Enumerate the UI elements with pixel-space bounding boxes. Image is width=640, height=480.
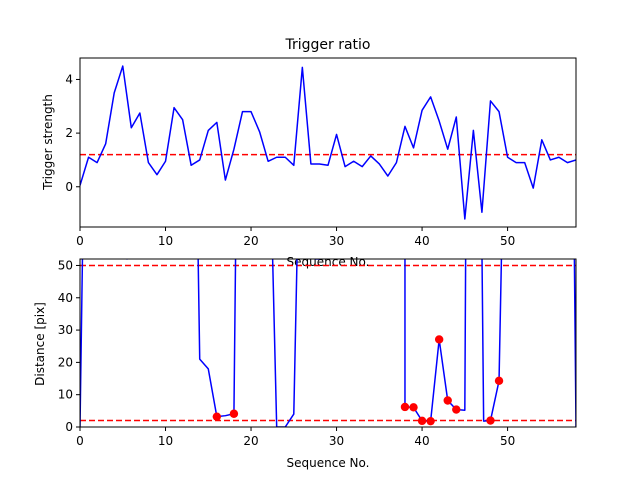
distance-panel: Sequence No. Distance [pix] 0 10 20 30 40 50 0…	[33, 258, 577, 470]
data-point	[400, 402, 410, 412]
series-line	[80, 259, 576, 427]
x-tick-label: 0	[76, 234, 84, 248]
data-point	[417, 416, 427, 426]
y-tick-label: 2	[65, 126, 73, 140]
y-tick-label: 10	[58, 388, 73, 402]
y-tick-label: 20	[58, 355, 73, 369]
x-tick-label: 30	[329, 234, 344, 248]
series-line	[80, 65, 576, 220]
y-tick-label: 0	[65, 420, 73, 434]
x-tick-label: 50	[500, 234, 515, 248]
y-tick-label: 0	[65, 180, 73, 194]
plot-area	[80, 259, 576, 427]
x-tick-label: 20	[243, 434, 258, 448]
y-tick-label: 40	[58, 291, 73, 305]
x-tick-label: 40	[414, 234, 429, 248]
data-point	[452, 405, 461, 414]
y-tick-label: 50	[58, 258, 73, 272]
x-tick-label: 10	[158, 234, 173, 248]
axes-frame	[79, 258, 577, 428]
data-point	[229, 409, 239, 418]
y-axis-label: Trigger strength	[41, 94, 55, 191]
x-tick-label: 20	[243, 234, 258, 248]
x-tick-label: 0	[76, 434, 84, 448]
y-tick-label: 4	[65, 72, 73, 86]
x-tick-label: 50	[500, 434, 515, 448]
y-axis-label: Distance [pix]	[33, 302, 47, 386]
plot-area	[80, 65, 576, 220]
x-tick-label: 10	[158, 434, 173, 448]
axes-frame	[79, 57, 577, 228]
data-point	[443, 396, 452, 405]
chart-title: Trigger ratio	[284, 37, 370, 53]
data-point	[486, 416, 495, 425]
data-point	[494, 376, 504, 385]
data-point	[212, 412, 222, 421]
x-axis-label: Sequence No.	[287, 255, 370, 269]
x-tick-label: 30	[329, 434, 344, 448]
data-point	[434, 335, 444, 344]
data-point	[426, 416, 435, 426]
data-point	[409, 403, 418, 412]
x-tick-label: 40	[414, 434, 429, 448]
y-tick-label: 30	[58, 323, 73, 337]
x-axis-label: Sequence No.	[287, 456, 370, 470]
